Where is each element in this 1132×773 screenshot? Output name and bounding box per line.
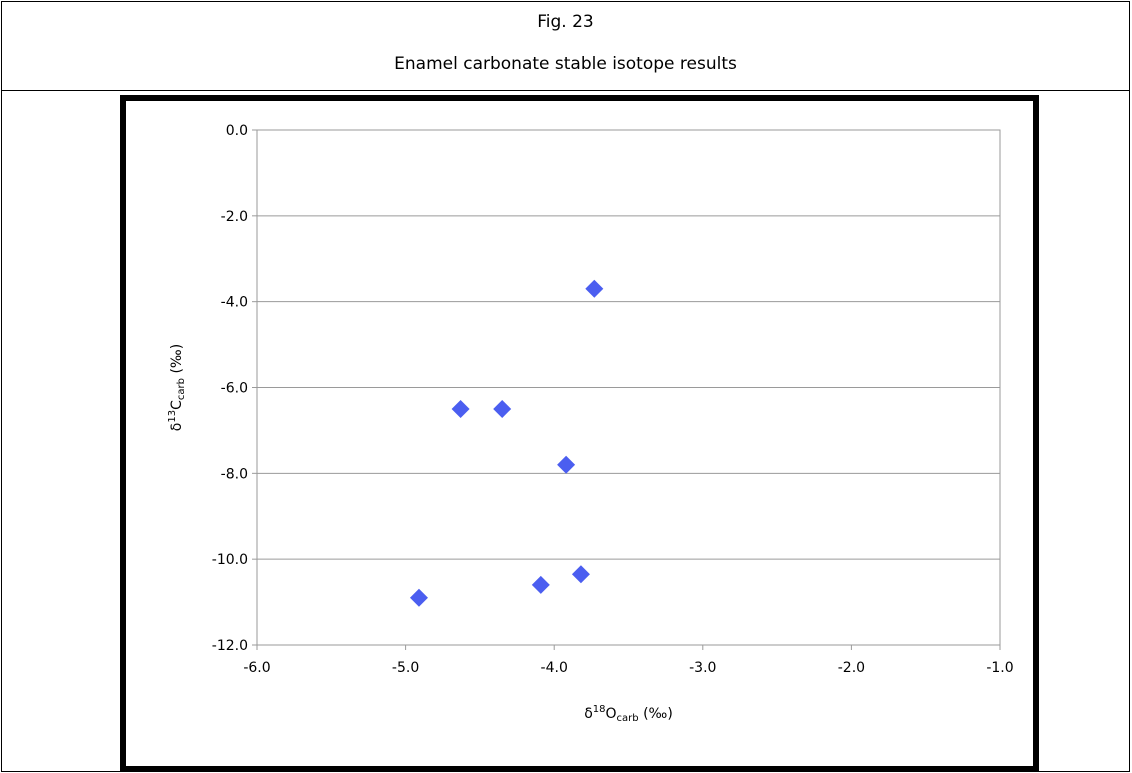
x-axis-title-element: O (606, 706, 617, 722)
x-axis-title-unit: (‰) (639, 706, 673, 722)
x-axis-title-delta: δ (584, 706, 593, 722)
y-axis-ticks: 0.0 -2.0 -4.0 -6.0 -8.0 -10.0 -12.0 (212, 123, 257, 654)
data-point-marker (585, 279, 604, 298)
data-point-marker (451, 399, 470, 418)
data-point-marker (571, 565, 590, 584)
y-tick-label: -4.0 (221, 295, 248, 311)
y-axis-title-element: C (169, 400, 185, 410)
y-axis-title-sup: 13 (167, 410, 178, 423)
x-axis-title-sub: carb (617, 713, 639, 724)
data-point-marker (531, 575, 550, 594)
x-axis-title-sup: 18 (593, 704, 606, 715)
x-tick-label: -1.0 (986, 660, 1013, 676)
y-tick-label: -6.0 (221, 381, 248, 397)
y-tick-label: -2.0 (221, 209, 248, 225)
y-axis-title-delta: δ (169, 423, 185, 432)
x-tick-label: -6.0 (243, 660, 270, 676)
y-tick-label: 0.0 (226, 123, 248, 139)
y-axis-title: δ13Ccarb (‰) (167, 344, 187, 431)
x-axis-ticks: -6.0 -5.0 -4.0 -3.0 -2.0 -1.0 (243, 645, 1014, 676)
data-points (409, 279, 604, 607)
y-axis-title-unit: (‰) (169, 344, 185, 378)
figure-caption: Enamel carbonate stable isotope results (394, 54, 737, 74)
x-axis-title: δ18Ocarb (‰) (584, 704, 673, 724)
x-tick-label: -5.0 (392, 660, 419, 676)
y-tick-label: -10.0 (212, 552, 248, 568)
y-tick-label: -8.0 (221, 466, 248, 482)
x-tick-label: -4.0 (541, 660, 568, 676)
grid-layer (257, 215, 1000, 560)
y-tick-label: -12.0 (212, 638, 248, 654)
x-tick-label: -2.0 (838, 660, 865, 676)
figure-header: Fig. 23 Enamel carbonate stable isotope … (2, 2, 1129, 91)
data-point-marker (557, 455, 576, 474)
figure-label: Fig. 23 (537, 12, 594, 32)
chart-frame: -6.0 -5.0 -4.0 -3.0 -2.0 -1.0 0.0 -2.0 -4.0 -6.0… (120, 95, 1039, 772)
data-point-marker (493, 399, 512, 418)
y-axis-title-sub: carb (176, 378, 187, 400)
scatter-chart: -6.0 -5.0 -4.0 -3.0 -2.0 -1.0 0.0-2.0-4.0-6.0… (167, 123, 1014, 724)
data-point-marker (409, 588, 428, 607)
x-tick-label: -3.0 (689, 660, 716, 676)
